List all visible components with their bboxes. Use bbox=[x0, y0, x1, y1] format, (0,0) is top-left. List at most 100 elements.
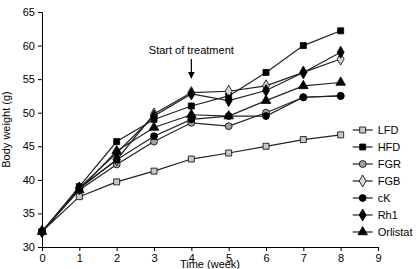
data-point bbox=[338, 28, 344, 34]
tick-mark bbox=[154, 247, 155, 251]
legend-marker bbox=[359, 161, 366, 168]
data-point bbox=[226, 150, 232, 156]
y-axis-title: Body weight (g) bbox=[0, 91, 12, 167]
tick-label: 9 bbox=[375, 252, 381, 264]
data-point bbox=[114, 179, 120, 185]
tick-label: 30 bbox=[23, 241, 35, 253]
tick: 40 bbox=[23, 174, 42, 186]
data-point bbox=[151, 110, 158, 122]
data-point bbox=[300, 66, 307, 78]
data-point bbox=[263, 69, 269, 75]
tick: 6 bbox=[263, 247, 269, 264]
data-point bbox=[187, 109, 197, 117]
tick-label: 45 bbox=[23, 140, 35, 152]
series-line bbox=[42, 96, 341, 232]
tick-mark bbox=[229, 247, 230, 251]
tick-label: 50 bbox=[23, 107, 35, 119]
data-point bbox=[337, 92, 344, 99]
tick-label: 60 bbox=[23, 40, 35, 52]
data-point bbox=[37, 226, 47, 234]
tick-mark bbox=[378, 247, 379, 251]
legend-marker bbox=[359, 175, 366, 187]
legend-label: LFD bbox=[378, 124, 399, 136]
tick-label: 2 bbox=[114, 252, 120, 264]
tick-mark bbox=[191, 247, 192, 251]
data-point bbox=[188, 156, 194, 162]
legend-marker bbox=[358, 226, 368, 234]
data-point bbox=[300, 94, 307, 101]
axis-line bbox=[43, 248, 379, 252]
tick-mark bbox=[38, 113, 42, 114]
data-point bbox=[337, 92, 344, 99]
data-point bbox=[263, 113, 270, 120]
legend-label: Orlistat bbox=[378, 226, 413, 238]
data-point bbox=[300, 66, 307, 78]
tick: 30 bbox=[23, 241, 42, 253]
y-axis: 30 35 40 45 50 55 60 65 bbox=[23, 6, 43, 253]
tick: 7 bbox=[301, 247, 307, 264]
series-line bbox=[42, 52, 341, 231]
tick-mark bbox=[38, 146, 42, 147]
tick: 60 bbox=[23, 40, 42, 52]
legend-entry: FGB bbox=[353, 175, 401, 187]
tick-label: 40 bbox=[23, 174, 35, 186]
data-point bbox=[225, 95, 232, 107]
legend-label: FGB bbox=[378, 175, 401, 187]
data-point bbox=[338, 132, 344, 138]
data-point bbox=[300, 94, 307, 101]
legend-entry: Rh1 bbox=[353, 209, 398, 221]
legend-marker bbox=[360, 144, 366, 150]
data-point bbox=[225, 123, 232, 130]
tick-label: 0 bbox=[39, 252, 45, 264]
tick-mark bbox=[341, 247, 342, 251]
legend-entry: LFD bbox=[353, 124, 399, 136]
tick-label: 1 bbox=[77, 252, 83, 264]
tick: 35 bbox=[23, 207, 42, 219]
tick: 1 bbox=[77, 247, 83, 264]
tick-label: 35 bbox=[23, 207, 35, 219]
tick: 2 bbox=[114, 247, 120, 264]
tick: 0 bbox=[39, 247, 45, 264]
series-line bbox=[42, 83, 341, 232]
data-point bbox=[300, 137, 306, 143]
series-line bbox=[42, 96, 341, 232]
tick-mark bbox=[38, 247, 42, 248]
legend-entry: FGR bbox=[353, 158, 401, 170]
tick-mark bbox=[38, 180, 42, 181]
tick-mark bbox=[117, 247, 118, 251]
series-line bbox=[42, 59, 341, 232]
tick-label: 6 bbox=[263, 252, 269, 264]
series-group bbox=[37, 28, 345, 238]
tick-label: 65 bbox=[23, 6, 35, 18]
tick-mark bbox=[38, 213, 42, 214]
data-point bbox=[149, 122, 159, 130]
annotation: Start of treatment bbox=[149, 44, 234, 78]
tick-label: 55 bbox=[23, 73, 35, 85]
data-point bbox=[75, 184, 85, 192]
tick-label: 8 bbox=[338, 252, 344, 264]
data-point bbox=[263, 143, 269, 149]
tick-mark bbox=[38, 46, 42, 47]
legend-label: cK bbox=[378, 192, 392, 204]
plot: 01234567893035404550556065Start of treat… bbox=[23, 6, 413, 264]
x-axis-title: Time (week) bbox=[180, 258, 240, 269]
tick: 50 bbox=[23, 107, 42, 119]
legend-marker bbox=[359, 195, 366, 202]
legend-marker bbox=[360, 127, 366, 133]
data-point bbox=[188, 88, 195, 100]
data-point bbox=[114, 139, 120, 145]
data-point bbox=[337, 46, 344, 58]
tick-mark bbox=[38, 12, 42, 13]
data-point bbox=[300, 43, 306, 49]
tick: 55 bbox=[23, 73, 42, 85]
tick: 8 bbox=[338, 247, 344, 264]
legend-entry: cK bbox=[353, 192, 392, 204]
series-line bbox=[42, 31, 341, 232]
annotation-text: Start of treatment bbox=[149, 44, 234, 56]
data-point bbox=[336, 77, 346, 85]
tick-mark bbox=[266, 247, 267, 251]
data-point bbox=[151, 168, 157, 174]
annotation-arrow bbox=[191, 59, 192, 78]
legend-entry: Orlistat bbox=[353, 226, 413, 238]
tick-label: 7 bbox=[301, 252, 307, 264]
